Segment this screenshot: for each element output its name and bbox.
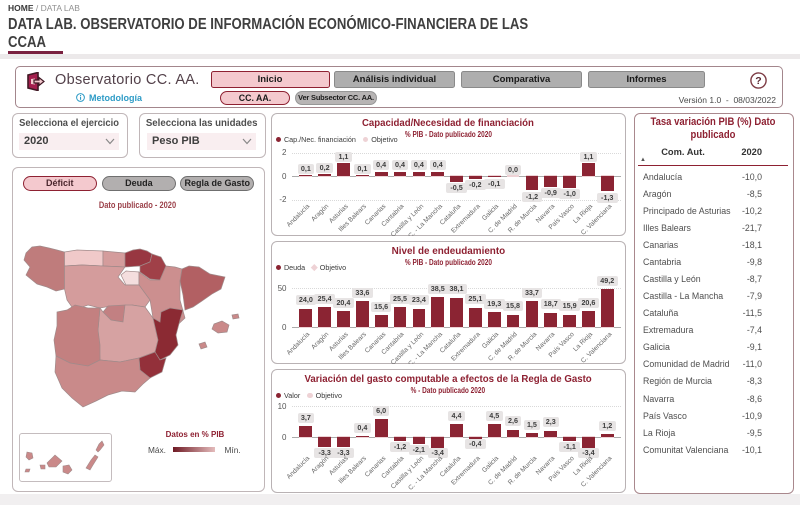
svg-text:?: ? (755, 75, 761, 87)
